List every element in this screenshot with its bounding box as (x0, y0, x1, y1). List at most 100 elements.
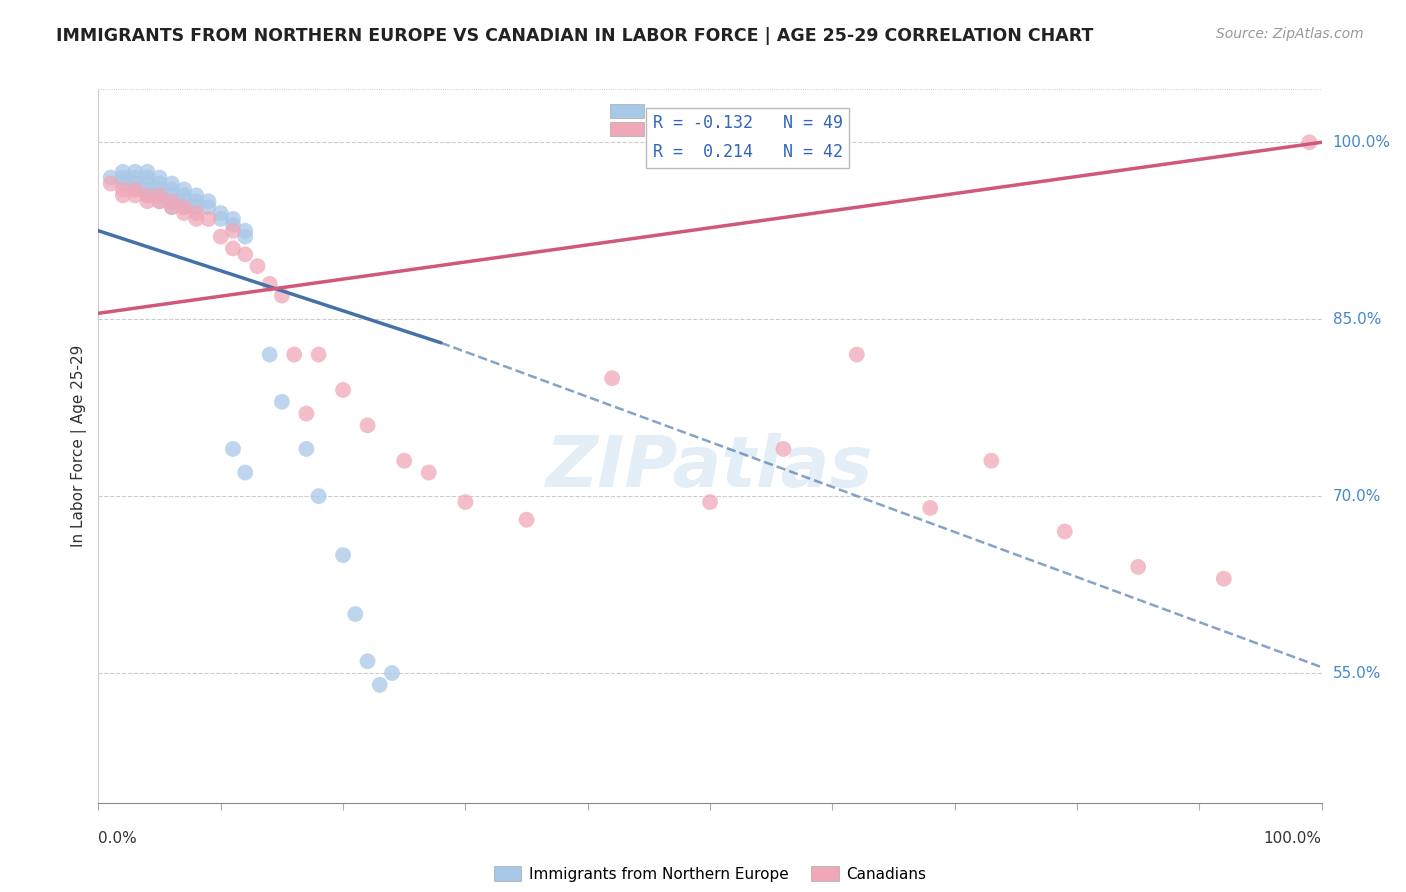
Point (209, 211, 232, 226)
Point (186, 200, 208, 214)
Point (1298, 136, 1320, 150)
Y-axis label: In Labor Force | Age 25-29: In Labor Force | Age 25-29 (72, 345, 87, 547)
Point (332, 548, 354, 562)
Point (111, 165, 134, 179)
Point (246, 259, 269, 273)
Text: 100.0%: 100.0% (1333, 135, 1391, 150)
Point (454, 495, 477, 509)
Point (368, 678, 391, 692)
Point (197, 194, 219, 209)
Point (381, 666, 404, 681)
Point (222, 442, 245, 456)
Point (160, 188, 183, 202)
Point (1053, 524, 1076, 539)
Point (136, 188, 159, 202)
Text: 100.0%: 100.0% (1264, 831, 1322, 847)
Point (392, 454, 416, 468)
Point (186, 194, 208, 209)
Point (100, 177, 122, 191)
Point (160, 200, 183, 214)
Point (149, 170, 172, 185)
Point (515, 513, 537, 527)
Point (197, 200, 219, 214)
Point (600, 371, 623, 385)
Point (149, 194, 172, 209)
Point (136, 170, 159, 185)
Point (699, 495, 721, 509)
Point (209, 229, 232, 244)
Text: IMMIGRANTS FROM NORTHERN EUROPE VS CANADIAN IN LABOR FORCE | AGE 25-29 CORRELATI: IMMIGRANTS FROM NORTHERN EUROPE VS CANAD… (56, 27, 1094, 45)
Point (111, 182, 134, 196)
Point (111, 170, 134, 185)
Point (209, 206, 232, 220)
Point (222, 224, 245, 238)
Point (222, 218, 245, 232)
Text: R = -0.132   N = 49
R =  0.214   N = 42: R = -0.132 N = 49 R = 0.214 N = 42 (652, 114, 842, 161)
Point (173, 194, 195, 209)
Point (186, 188, 208, 202)
Legend: Immigrants from Northern Europe, Canadians: Immigrants from Northern Europe, Canadia… (488, 860, 932, 888)
Point (418, 466, 440, 480)
Point (233, 247, 256, 261)
Point (356, 418, 378, 433)
Point (124, 165, 146, 179)
Point (136, 194, 159, 209)
Point (136, 188, 159, 202)
Point (136, 165, 159, 179)
Point (149, 188, 172, 202)
Point (124, 182, 146, 196)
Point (124, 177, 146, 191)
Point (173, 206, 195, 220)
Point (233, 224, 256, 238)
Point (124, 188, 146, 202)
Point (160, 194, 183, 209)
Point (270, 288, 294, 302)
Point (980, 454, 1002, 468)
FancyBboxPatch shape (610, 103, 644, 119)
Point (136, 182, 159, 196)
Point (772, 442, 794, 456)
Point (160, 182, 183, 196)
Point (173, 188, 195, 202)
Point (173, 182, 195, 196)
Point (149, 177, 172, 191)
FancyBboxPatch shape (610, 121, 644, 136)
Point (160, 200, 183, 214)
Point (332, 383, 354, 397)
Point (160, 194, 183, 209)
Point (233, 466, 256, 480)
Point (222, 242, 245, 256)
Point (111, 188, 134, 202)
Point (124, 170, 146, 185)
Point (111, 177, 134, 191)
Point (270, 394, 294, 409)
Point (149, 182, 172, 196)
Point (233, 229, 256, 244)
Point (149, 194, 172, 209)
Point (100, 170, 122, 185)
Point (259, 348, 281, 362)
Text: 0.0%: 0.0% (98, 831, 138, 847)
Point (149, 188, 172, 202)
Point (222, 211, 245, 226)
Point (283, 348, 305, 362)
Point (308, 348, 330, 362)
Point (356, 654, 378, 668)
Point (186, 206, 208, 220)
Point (136, 177, 159, 191)
Text: 70.0%: 70.0% (1333, 489, 1381, 504)
Point (124, 182, 146, 196)
Point (197, 211, 219, 226)
Point (259, 277, 281, 291)
Point (845, 348, 868, 362)
Text: Source: ZipAtlas.com: Source: ZipAtlas.com (1216, 27, 1364, 41)
Point (295, 407, 318, 421)
Text: 85.0%: 85.0% (1333, 311, 1381, 326)
Point (173, 200, 195, 214)
Point (1212, 572, 1234, 586)
Point (1128, 560, 1150, 574)
Point (173, 200, 195, 214)
Text: 55.0%: 55.0% (1333, 665, 1381, 681)
Point (160, 177, 183, 191)
Point (186, 211, 208, 226)
